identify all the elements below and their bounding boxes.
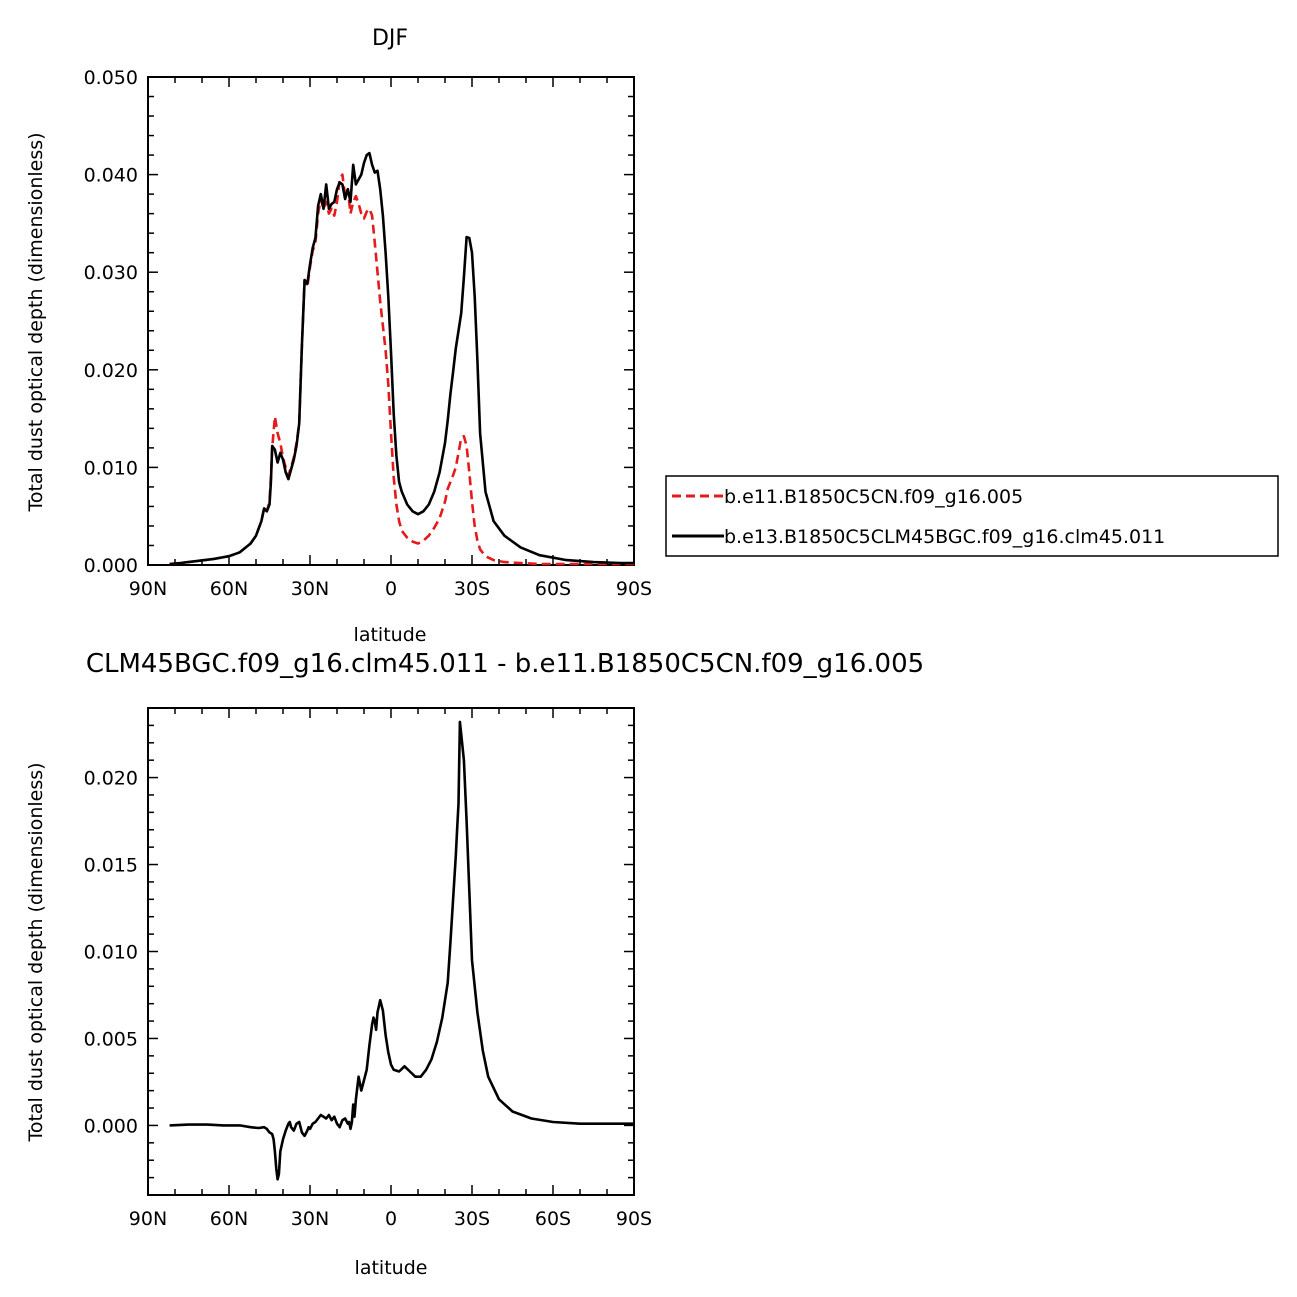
top-x-tick-label: 60N: [210, 578, 248, 600]
bottom-x-tick-label: 30S: [454, 1208, 490, 1230]
top-y-tick-label: 0.050: [84, 67, 138, 89]
top-y-axis-label: Total dust optical depth (dimensionless): [25, 132, 47, 512]
top-y-tick-label: 0.030: [84, 262, 138, 284]
top-x-tick-label: 30S: [454, 578, 490, 600]
bottom-plot: 90N 60N 30N 0 30S 60S 90S 0.000 0.005 0.010 0.015 0…: [84, 707, 652, 1230]
bottom-y-tick-label: 0.015: [84, 855, 138, 877]
bottom-x-tick-label: 30N: [291, 1208, 329, 1230]
top-x-axis-label: latitude: [354, 624, 427, 646]
top-y-tick-label: 0.010: [84, 457, 138, 479]
bottom-x-axis-label: latitude: [355, 1257, 428, 1279]
top-frame: [147, 76, 635, 566]
bottom-y-tick-label: 0.010: [84, 942, 138, 964]
top-plot: 90N 60N 30N 0 30S 60S 90S 0.000 0.010 0.020 0.030 0…: [84, 67, 653, 600]
bottom-y-tick-label: 0.005: [84, 1028, 138, 1050]
legend-box: [665, 475, 1279, 557]
top-title: DJF: [372, 26, 408, 51]
top-x-tick-label: 30N: [291, 578, 329, 600]
bottom-y-tick-label: 0.000: [84, 1115, 138, 1137]
top-x-tick-label: 0: [385, 578, 397, 600]
bottom-y-tick-label: 0.020: [84, 768, 138, 790]
bottom-x-tick-label: 0: [385, 1208, 397, 1230]
top-x-tick-label: 90S: [616, 578, 652, 600]
top-y-tick-label: 0.000: [84, 555, 138, 577]
top-series-line-1: [169, 173, 634, 566]
bottom-y-axis-label: Total dust optical depth (dimensionless): [25, 762, 47, 1142]
top-series-line-2: [169, 151, 634, 566]
top-y-tick-label: 0.020: [84, 360, 138, 382]
legend-label-1: b.e11.B1850C5CN.f09_g16.005: [724, 486, 1023, 508]
bottom-x-tick-label: 90N: [129, 1208, 167, 1230]
bottom-x-tick-label: 60S: [535, 1208, 571, 1230]
bottom-x-tick-label: 90S: [616, 1208, 652, 1230]
top-x-tick-label: 90N: [129, 578, 167, 600]
bottom-series-line-1: [169, 720, 634, 1181]
legend-label-2: b.e13.B1850C5CLM45BGC.f09_g16.clm45.011: [724, 526, 1165, 548]
bottom-x-tick-label: 60N: [210, 1208, 248, 1230]
top-x-tick-label: 60S: [535, 578, 571, 600]
legend: b.e11.B1850C5CN.f09_g16.005 b.e13.B1850C…: [665, 475, 1279, 557]
bottom-title: CLM45BGC.f09_g16.clm45.011 - b.e11.B1850…: [86, 649, 924, 679]
top-y-tick-label: 0.040: [84, 165, 138, 187]
